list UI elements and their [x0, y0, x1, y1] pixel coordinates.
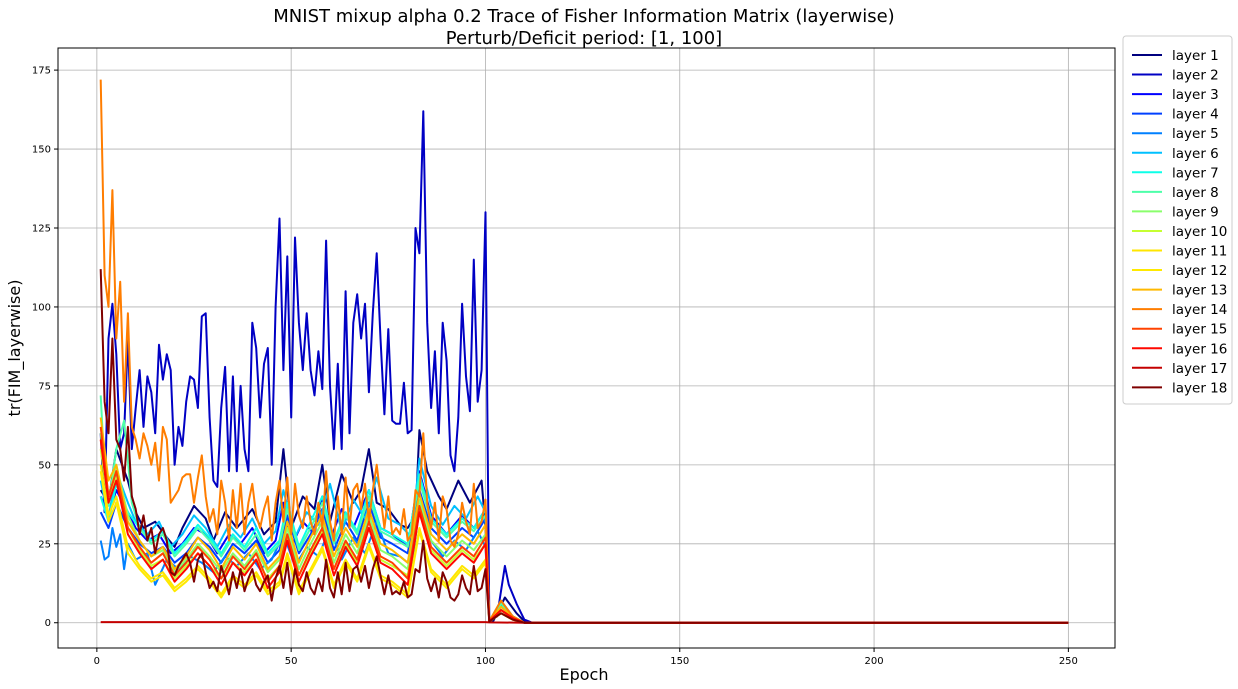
legend-label: layer 14	[1172, 302, 1227, 318]
plot-frame	[57, 47, 1116, 649]
legend-frame	[1122, 35, 1233, 405]
legend-label: layer 16	[1172, 341, 1227, 357]
series-line-14	[99, 79, 1069, 624]
legend-label: layer 13	[1172, 283, 1227, 299]
legend-label: layer 1	[1172, 48, 1219, 64]
legend-label: layer 17	[1172, 361, 1227, 377]
series-line-11	[99, 464, 1069, 624]
legend-label: layer 18	[1172, 380, 1227, 396]
chart-title: MNIST mixup alpha 0.2 Trace of Fisher In…	[273, 6, 894, 27]
x-tick-label: 0	[94, 656, 100, 667]
axis-ticks: 0 50 100 150 200 250 0 25 50 75 100 125 150 175	[32, 66, 1078, 667]
legend-label: layer 9	[1172, 204, 1219, 220]
x-tick-label: 100	[476, 656, 495, 667]
legend-label: layer 12	[1172, 263, 1227, 279]
y-tick-label: 0	[45, 618, 51, 629]
legend-label: layer 11	[1172, 244, 1227, 260]
series-line-16	[99, 439, 1069, 624]
legend-label: layer 4	[1172, 107, 1219, 123]
x-tick-label: 150	[670, 656, 689, 667]
legend-label: layer 5	[1172, 126, 1219, 142]
y-tick-label: 125	[32, 224, 51, 235]
x-tick-label: 250	[1059, 656, 1078, 667]
series-line-12	[99, 471, 1069, 624]
series-line-13	[99, 417, 1069, 624]
y-tick-label: 100	[32, 302, 51, 313]
legend-label: layer 6	[1172, 146, 1219, 162]
series-lines	[99, 79, 1069, 624]
y-tick-label: 175	[32, 66, 51, 77]
y-tick-label: 50	[38, 460, 51, 471]
y-tick-label: 25	[38, 539, 51, 550]
series-line-15	[99, 426, 1069, 624]
x-tick-label: 200	[865, 656, 884, 667]
series-line-2	[99, 110, 1069, 624]
legend-label: layer 7	[1172, 165, 1219, 181]
y-tick-label: 75	[38, 381, 51, 392]
legend-label: layer 3	[1172, 87, 1219, 103]
series-line-18	[99, 269, 1069, 624]
y-tick-label: 150	[32, 145, 51, 156]
y-axis-label: tr(FIM_layerwise)	[5, 280, 25, 417]
series-line-9	[99, 433, 1069, 624]
legend: layer 1 layer 2 layer 3 layer 4 layer 5 layer…	[1122, 35, 1233, 405]
legend-label: layer 15	[1172, 322, 1227, 338]
chart-subtitle: Perturb/Deficit period: [1, 100]	[446, 28, 722, 49]
legend-label: layer 10	[1172, 224, 1227, 240]
legend-label: layer 2	[1172, 68, 1219, 84]
legend-label: layer 8	[1172, 185, 1219, 201]
x-tick-label: 50	[285, 656, 298, 667]
x-axis-label: Epoch	[560, 665, 609, 684]
